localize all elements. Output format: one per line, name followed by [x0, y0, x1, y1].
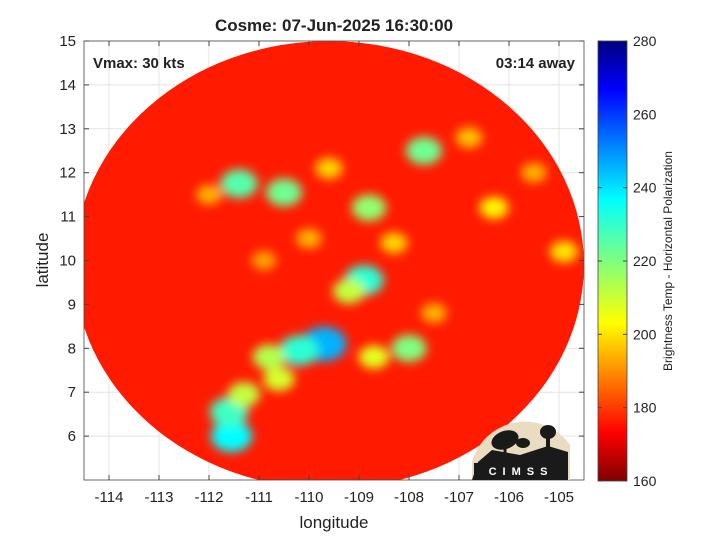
y-tick-label: 8 [68, 340, 76, 357]
colorbar-tick-label: 160 [633, 473, 657, 489]
x-tick-label: -111 [245, 489, 273, 506]
y-tick-label: 12 [59, 165, 76, 182]
y-axis: 6 7 8 9 10 11 12 13 14 15 [59, 33, 584, 445]
y-tick-label: 10 [59, 253, 76, 270]
colorbar-tick-label: 240 [633, 180, 657, 196]
convective-features [196, 127, 578, 453]
x-axis-label: longitude [299, 513, 368, 532]
y-tick-label: 11 [60, 209, 76, 226]
colorbar-tick-label: 280 [633, 33, 657, 49]
y-tick-label: 14 [59, 77, 76, 94]
y-tick-label: 13 [59, 121, 76, 138]
x-tick-label: -112 [195, 489, 224, 506]
cimss-logo: CIMSS [472, 421, 570, 480]
x-tick-label: -106 [494, 489, 524, 506]
swath-group [84, 41, 584, 480]
y-tick-label: 6 [68, 428, 76, 445]
brightness-feature [279, 335, 319, 366]
y-tick-label: 7 [68, 384, 76, 401]
colorbar-label: Brightness Temp - Horizontal Polarizatio… [661, 151, 675, 371]
colorbar: 160 180 200 220 240 260 280 Brightness Temp - … [597, 33, 675, 489]
brightness-feature [251, 250, 277, 271]
time-away-annotation: 03:14 away [496, 55, 576, 72]
vmax-annotation: Vmax: 30 kts [93, 55, 185, 72]
brightness-feature [227, 382, 261, 407]
y-tick-label: 9 [68, 296, 76, 313]
brightness-feature [391, 334, 427, 362]
x-tick-label: -105 [544, 489, 574, 506]
colorbar-tick-label: 200 [633, 326, 657, 342]
brightness-feature [421, 303, 447, 324]
brightness-feature [550, 240, 578, 263]
brightness-feature [479, 196, 509, 219]
colorbar-tick-label: 180 [633, 400, 657, 416]
x-tick-label: -109 [344, 489, 374, 506]
y-axis-label: latitude [33, 233, 52, 288]
brightness-feature [351, 194, 387, 222]
chart-title: Cosme: 07-Jun-2025 16:30:00 [215, 16, 453, 35]
brightness-feature [521, 162, 547, 183]
x-tick-label: -110 [295, 489, 324, 506]
colorbar-tick-label: 220 [633, 253, 657, 269]
colorbar-ticks: 160 180 200 220 240 260 280 [598, 33, 657, 489]
brightness-feature [358, 345, 390, 369]
x-axis: -114 -113 -112 -111 -110 -109 -108 -107 -106 -105 [95, 41, 574, 506]
brightness-feature [265, 178, 303, 207]
brightness-feature [252, 344, 286, 370]
brightness-feature [263, 367, 295, 392]
brightness-feature [455, 127, 483, 148]
swath-base [84, 41, 584, 480]
x-tick-label: -108 [394, 489, 424, 506]
brightness-feature [332, 278, 366, 304]
x-tick-label: -107 [444, 489, 474, 506]
brightness-feature [296, 228, 322, 249]
brightness-feature [405, 136, 443, 165]
y-tick-label: 15 [59, 33, 76, 50]
brightness-feature [220, 169, 258, 199]
x-tick-label: -113 [145, 489, 174, 506]
colorbar-gradient [597, 40, 628, 482]
x-tick-label: -114 [95, 489, 124, 506]
brightness-feature [196, 184, 222, 205]
brightness-feature [380, 232, 408, 254]
brightness-feature [210, 420, 253, 453]
colorbar-tick-label: 260 [633, 106, 657, 122]
logo-text: CIMSS [489, 466, 554, 478]
brightness-feature [315, 157, 343, 179]
